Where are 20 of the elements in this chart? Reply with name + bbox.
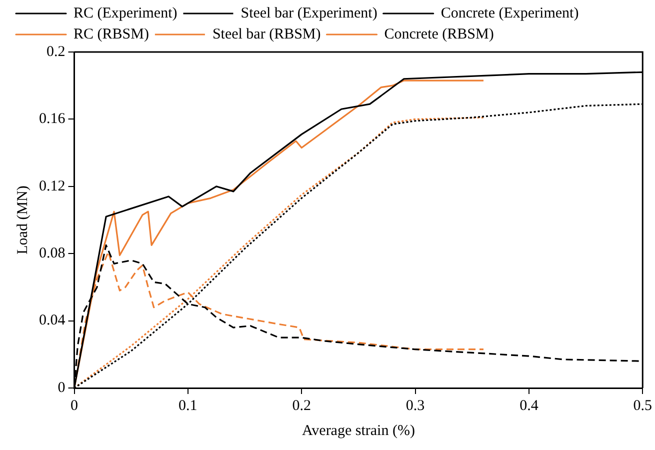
x-tick-label: 0.1: [178, 398, 198, 414]
x-tick-label: 0.4: [520, 398, 539, 414]
x-tick-label: 0.3: [406, 398, 425, 414]
legend-label: RC (Experiment): [74, 5, 178, 22]
x-tick-label: 0: [70, 398, 78, 414]
y-tick-label: 0.12: [39, 178, 66, 194]
legend-label: Concrete (Experiment): [440, 5, 579, 22]
x-axis-title: Average strain (%): [302, 422, 415, 439]
legend-label: Steel bar (RBSM): [212, 26, 321, 42]
y-tick-label: 0.04: [39, 312, 66, 329]
legend-label: RC (RBSM): [74, 26, 149, 42]
y-tick-label: 0.16: [39, 111, 66, 128]
legend-label: Concrete (RBSM): [384, 26, 494, 42]
y-tick-label: 0.08: [39, 246, 66, 262]
x-tick-label: 0.2: [292, 398, 311, 414]
y-tick-label: 0.2: [46, 44, 66, 60]
y-axis-title: Load (MN): [14, 186, 31, 254]
y-tick-label: 0: [58, 380, 66, 396]
x-tick-label: 0.5: [633, 398, 652, 414]
legend-label: Steel bar (Experiment): [240, 5, 378, 22]
